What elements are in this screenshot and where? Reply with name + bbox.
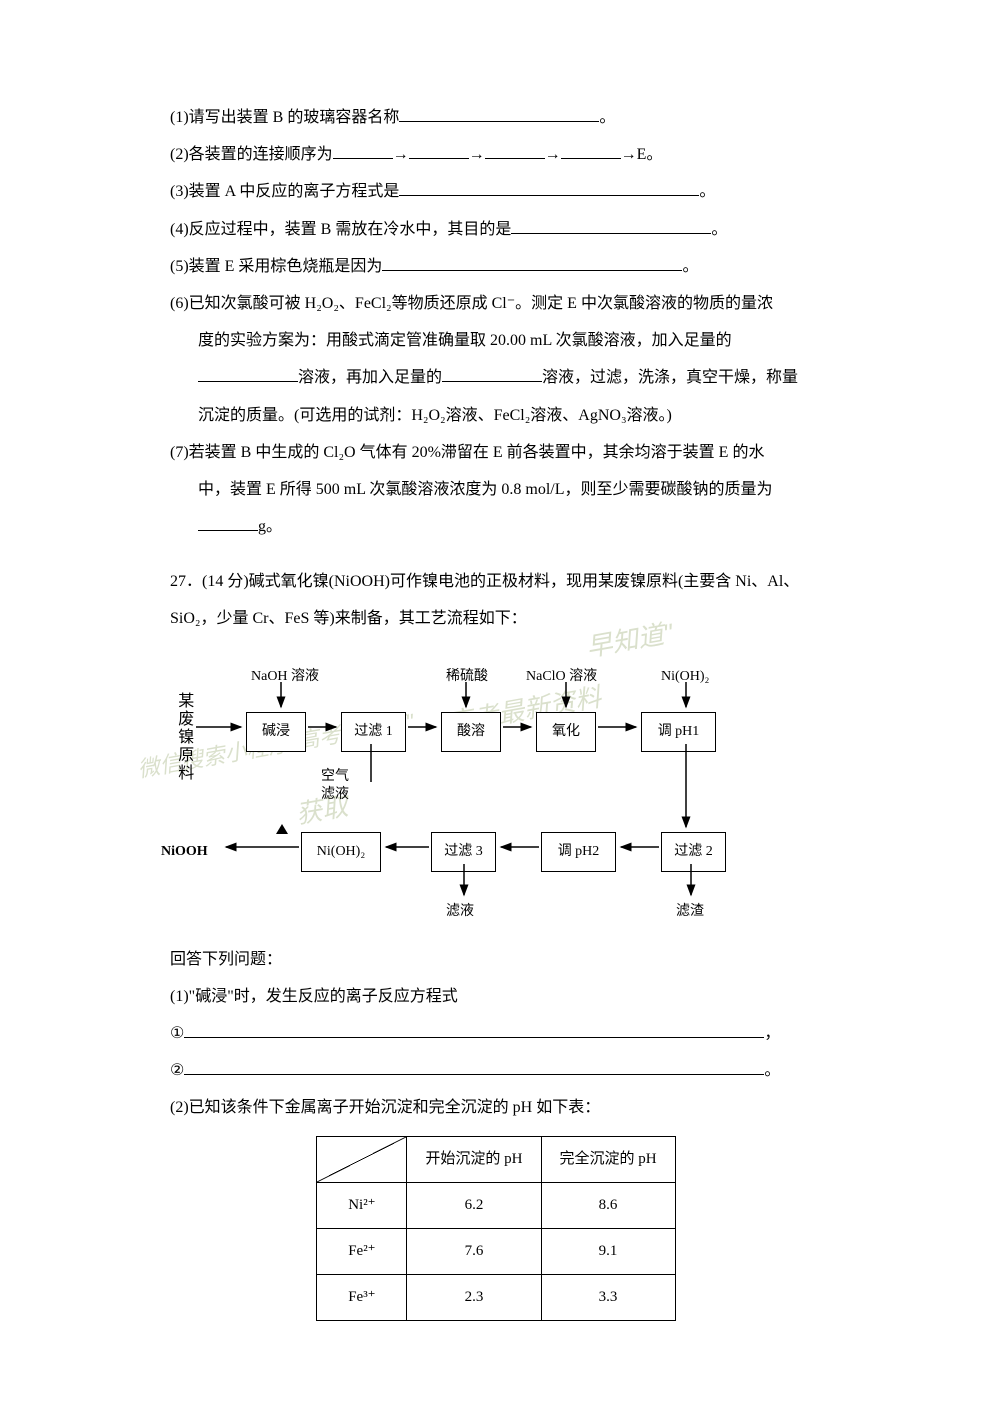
q27-period: 。	[764, 1062, 780, 1079]
question-6-line3: 沉淀的质量。(可选用的试剂：H₂O₂溶液、FeCl₂溶液、AgNO₃溶液。)	[170, 398, 822, 433]
q27-eq1: ①，	[170, 1016, 822, 1051]
q4-text: (4)反应过程中，装置 B 需放在冷水中，其目的是	[170, 221, 511, 238]
question-3: (3)装置 A 中反应的离子方程式是 。	[170, 174, 822, 209]
question-6-line1: (6)已知次氯酸可被 H₂O₂、FeCl₂等物质还原成 Cl⁻。测定 E 中次氯…	[170, 286, 822, 321]
q27-ib: SiO₂，少量 Cr、FeS 等)来制备，其工艺流程如下：	[170, 610, 527, 627]
table-header-row: 开始沉淀的 pH 完全沉淀的 pH	[317, 1136, 675, 1182]
q6-blank-2[interactable]	[442, 363, 542, 382]
table-row: Fe³⁺ 2.3 3.3	[317, 1274, 675, 1320]
q27-intro-b: SiO₂，少量 Cr、FeS 等)来制备，其工艺流程如下：	[170, 601, 822, 636]
q27-comma: ，	[764, 1025, 780, 1042]
q1-text: (1)请写出装置 B 的玻璃容器名称	[170, 109, 399, 126]
q27-s2: (2)已知该条件下金属离子开始沉淀和完全沉淀的 pH 如下表：	[170, 1099, 600, 1116]
q2-blank-3[interactable]	[485, 140, 545, 159]
table-row: Ni²⁺ 6.2 8.6	[317, 1182, 675, 1228]
q6-l1: (6)已知次氯酸可被 H₂O₂、FeCl₂等物质还原成 Cl⁻。测定 E 中次氯…	[170, 295, 773, 312]
q2-blank-2[interactable]	[409, 140, 469, 159]
ph-table: 开始沉淀的 pH 完全沉淀的 pH Ni²⁺ 6.2 8.6 Fe²⁺ 7.6 …	[316, 1136, 675, 1321]
th-complete: 完全沉淀的 pH	[541, 1136, 675, 1182]
q27-s1: (1)"碱浸"时，发生反应的离子反应方程式	[170, 988, 458, 1005]
q3-text: (3)装置 A 中反应的离子方程式是	[170, 183, 399, 200]
q2-prefix: (2)各装置的连接顺序为	[170, 146, 333, 163]
question-7-line2: 中，装置 E 所得 500 mL 次氯酸溶液浓度为 0.8 mol/L，则至少需…	[170, 472, 822, 507]
q27-ia: 27．(14 分)碱式氧化镍(NiOOH)可作镍电池的正极材料，现用某废镍原料(…	[170, 573, 799, 590]
question-6-line2b: 溶液，再加入足量的 溶液，过滤，洗涤，真空干燥，称量	[170, 360, 822, 395]
q27-blank-1[interactable]	[184, 1019, 764, 1038]
q27-sub2: (2)已知该条件下金属离子开始沉淀和完全沉淀的 pH 如下表：	[170, 1090, 822, 1125]
q7-l2: 中，装置 E 所得 500 mL 次氯酸溶液浓度为 0.8 mol/L，则至少需…	[198, 481, 773, 498]
cell-ion-2: Fe²⁺	[317, 1228, 407, 1274]
cell-start-2: 7.6	[407, 1228, 541, 1274]
q27-sub1: (1)"碱浸"时，发生反应的离子反应方程式	[170, 979, 822, 1014]
q6-l2c: 溶液，过滤，洗涤，真空干燥，称量	[542, 369, 798, 386]
q6-l2a: 度的实验方案为：用酸式滴定管准确量取 20.00 mL 次氯酸溶液，加入足量的	[198, 332, 732, 349]
q1-blank[interactable]	[399, 103, 599, 122]
q2-arr1: →	[393, 146, 409, 163]
q5-blank[interactable]	[382, 252, 682, 271]
q27-eq2: ②。	[170, 1053, 822, 1088]
q4-end: 。	[711, 221, 727, 238]
table-row: Fe²⁺ 7.6 9.1	[317, 1228, 675, 1274]
flow-arrows	[186, 652, 806, 932]
q2-arr3: →	[545, 146, 561, 163]
flowchart: 早知道" 高考最新资料 微信搜索小程序"高考早知道" 获取 某废镍原料 NaOH…	[186, 652, 806, 932]
q7-l1: (7)若装置 B 中生成的 Cl₂O 气体有 20%滞留在 E 前各装置中，其余…	[170, 444, 764, 461]
q27-intro-a: 27．(14 分)碱式氧化镍(NiOOH)可作镍电池的正极材料，现用某废镍原料(…	[170, 564, 822, 599]
question-7-line3: g。	[170, 509, 822, 544]
q27-af: 回答下列问题：	[170, 951, 282, 968]
cell-ion-1: Ni²⁺	[317, 1182, 407, 1228]
q27-after: 回答下列问题：	[170, 942, 822, 977]
q4-blank[interactable]	[511, 214, 711, 233]
cell-ion-3: Fe³⁺	[317, 1274, 407, 1320]
q3-end: 。	[699, 183, 715, 200]
question-6-line2: 度的实验方案为：用酸式滴定管准确量取 20.00 mL 次氯酸溶液，加入足量的	[170, 323, 822, 358]
q2-blank-1[interactable]	[333, 140, 393, 159]
q6-l2b: 溶液，再加入足量的	[298, 369, 442, 386]
q7-blank[interactable]	[198, 512, 258, 531]
q27-blank-2[interactable]	[184, 1056, 764, 1075]
cell-start-1: 6.2	[407, 1182, 541, 1228]
q3-blank[interactable]	[399, 177, 699, 196]
th-start: 开始沉淀的 pH	[407, 1136, 541, 1182]
q6-l3: 沉淀的质量。(可选用的试剂：H₂O₂溶液、FeCl₂溶液、AgNO₃溶液。)	[198, 407, 672, 424]
cell-comp-3: 3.3	[541, 1274, 675, 1320]
q2-arr2: →	[469, 146, 485, 163]
question-4: (4)反应过程中，装置 B 需放在冷水中，其目的是 。	[170, 212, 822, 247]
q5-end: 。	[682, 258, 698, 275]
q2-end: →E。	[621, 146, 663, 163]
q6-blank-1[interactable]	[198, 363, 298, 382]
q27-c2: ②	[170, 1062, 184, 1079]
cell-comp-1: 8.6	[541, 1182, 675, 1228]
table-diag-cell	[317, 1136, 407, 1182]
q27-c1: ①	[170, 1025, 184, 1042]
cell-start-3: 2.3	[407, 1274, 541, 1320]
q1-end: 。	[599, 109, 615, 126]
cell-comp-2: 9.1	[541, 1228, 675, 1274]
q5-text: (5)装置 E 采用棕色烧瓶是因为	[170, 258, 382, 275]
question-2: (2)各装置的连接顺序为 → → → →E。	[170, 137, 822, 172]
q2-blank-4[interactable]	[561, 140, 621, 159]
question-7-line1: (7)若装置 B 中生成的 Cl₂O 气体有 20%滞留在 E 前各装置中，其余…	[170, 435, 822, 470]
q7-l3: g。	[258, 518, 282, 535]
question-5: (5)装置 E 采用棕色烧瓶是因为 。	[170, 249, 822, 284]
question-1: (1)请写出装置 B 的玻璃容器名称 。	[170, 100, 822, 135]
